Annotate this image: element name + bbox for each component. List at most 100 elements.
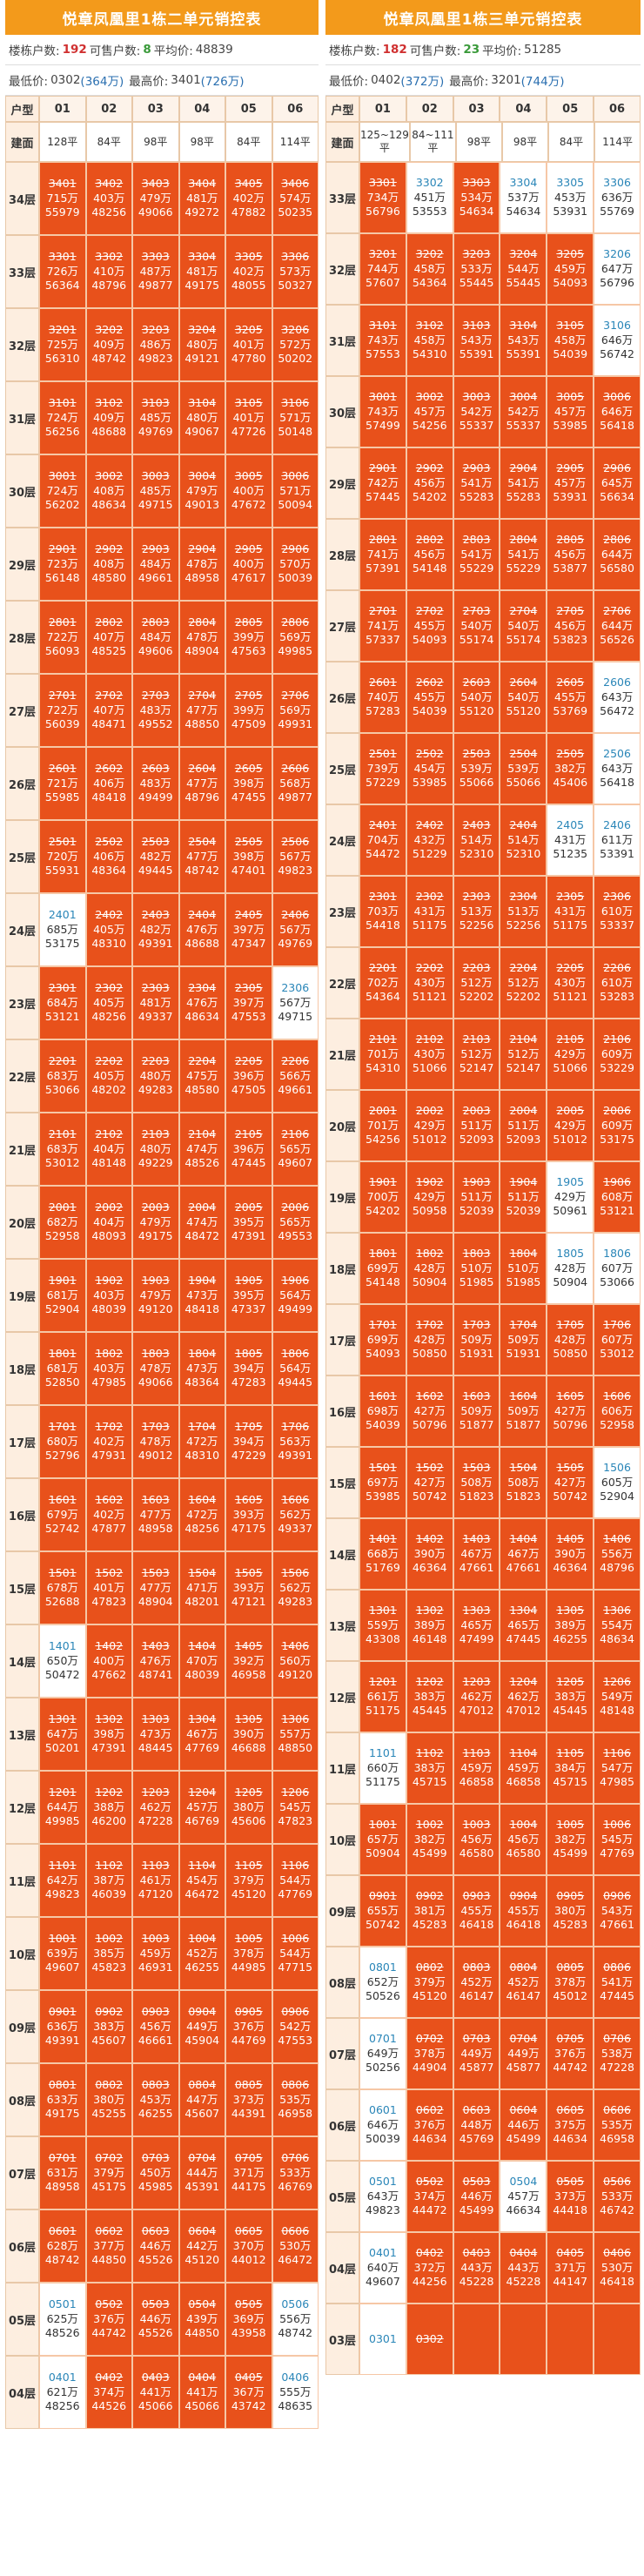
- total-price: 372万: [413, 2260, 446, 2274]
- room-number: 2803: [141, 615, 170, 629]
- unit-cell-available[interactable]: 3305 453万 53931: [547, 162, 594, 233]
- floor-row: 25层 2501 739万 57229 2502 454万 53985 2503 539万 550…: [325, 733, 641, 804]
- total-price: 383万: [413, 1760, 446, 1774]
- unit-price: 55391: [459, 347, 494, 361]
- room-number: 3002: [95, 468, 124, 482]
- room-number: 2003: [141, 1200, 170, 1214]
- unit-cell-sold: 1505 427万 50742: [547, 1447, 594, 1518]
- unit-cell-available[interactable]: 0801 652万 50526: [359, 1947, 406, 2018]
- unit-price: 49066: [138, 1375, 173, 1389]
- room-number: 1906: [603, 1174, 631, 1188]
- unit-cell-sold: 0703 450万 45985: [132, 2136, 179, 2209]
- unit-cell-available[interactable]: 1806 607万 53066: [594, 1233, 641, 1304]
- total-price: 562万: [279, 1580, 312, 1594]
- area-cell: 98平: [178, 122, 225, 162]
- unit-cell-available[interactable]: 0401 640万 49607: [359, 2232, 406, 2304]
- room-number: 3006: [281, 468, 310, 482]
- floor-row: 08层 0801 633万 49175 0802 380万 45255 0803 453万 462…: [5, 2063, 319, 2136]
- unit-price: 50958: [412, 1204, 447, 1218]
- unit-cell-available[interactable]: 0401 621万 48256: [39, 2356, 86, 2429]
- unit-cell-available[interactable]: 0601 646万 50039: [359, 2089, 406, 2161]
- room-number: 1501: [369, 1460, 397, 1474]
- unit-price: 46858: [459, 1775, 494, 1789]
- unit-cell-available[interactable]: 1805 428万 50904: [547, 1233, 594, 1304]
- unit-cell-sold: 2901 723万 56148: [39, 528, 86, 601]
- unit-cell-sold: 2302 405万 48256: [85, 966, 132, 1039]
- room-number: 1702: [415, 1317, 444, 1331]
- unit-cell-available[interactable]: 0504 457万 46634: [500, 2161, 547, 2232]
- room-number: 3003: [141, 468, 170, 482]
- unit-cell-available[interactable]: 1506 605万 52904: [594, 1447, 641, 1518]
- unit-price: 56418: [600, 419, 634, 433]
- total-price: 473万: [139, 1726, 171, 1740]
- unit-cell-sold: 2105 396万 47445: [225, 1113, 272, 1186]
- total-price: 474万: [186, 1141, 218, 1155]
- unit-price: 49769: [278, 937, 313, 951]
- unit-cell-available[interactable]: 0506 556万 48742: [272, 2283, 319, 2356]
- room-number: 1604: [509, 1389, 538, 1402]
- unit-price: 48796: [184, 790, 220, 804]
- unit-cell-sold: 1606 606万 52958: [594, 1375, 641, 1447]
- room-number: 2302: [95, 980, 124, 994]
- unit-cell-available[interactable]: 2306 567万 49715: [272, 966, 319, 1039]
- unit-cell-available[interactable]: 0501 643万 49823: [359, 2161, 406, 2232]
- total-price: 371万: [554, 2260, 587, 2274]
- room-number: 0504: [188, 2297, 217, 2310]
- floor-label: 10层: [5, 1917, 39, 1990]
- unit-cell-sold: 1405 392万 46958: [225, 1624, 272, 1698]
- total-price: 405万: [93, 995, 125, 1009]
- unit-price: 53877: [553, 562, 588, 575]
- unit-cell-sold: 1303 465万 47499: [453, 1590, 500, 1661]
- unit-cell-available[interactable]: 3106 646万 56742: [594, 305, 641, 376]
- total-price: 540万: [507, 618, 540, 632]
- unit-cell-available[interactable]: 1905 429万 50961: [547, 1161, 594, 1233]
- total-price: 544万: [279, 1873, 312, 1887]
- unit-cell-sold: 1006 545万 47769: [594, 1804, 641, 1875]
- unit-cell-available[interactable]: 0501 625万 48526: [39, 2283, 86, 2356]
- unit-cell-sold: 2705 456万 53823: [547, 590, 594, 662]
- unit-cell-available[interactable]: 2406 611万 53391: [594, 804, 641, 876]
- unit-cell-available[interactable]: 3304 537万 54634: [500, 162, 547, 233]
- unit-cell-sold: 1502 401万 47823: [85, 1551, 132, 1624]
- total-price: 431万: [554, 832, 587, 846]
- room-number: 2006: [281, 1200, 310, 1214]
- unit-cell-available[interactable]: 0301: [359, 2304, 406, 2375]
- floor-row: 26层 2601 721万 55985 2602 406万 48418 2603 483万 494…: [5, 747, 319, 820]
- total-price: 530万: [279, 2238, 312, 2252]
- unit-price: 47661: [600, 1918, 634, 1932]
- floor-label: 24层: [5, 893, 39, 966]
- total-price: 455万: [413, 689, 446, 703]
- unit-cell-available[interactable]: 3306 636万 55769: [594, 162, 641, 233]
- room-number: 0802: [95, 2077, 124, 2091]
- unit-cell-available[interactable]: 1401 650万 50472: [39, 1624, 86, 1698]
- unit-price: 49445: [278, 1375, 313, 1389]
- unit-cell-available[interactable]: 1101 660万 51175: [359, 1732, 406, 1804]
- total-price: 478万: [139, 1434, 171, 1448]
- total-price: 459万: [507, 1760, 540, 1774]
- unit-cell-available[interactable]: 0701 649万 50256: [359, 2018, 406, 2089]
- unit-price: 45283: [553, 1918, 588, 1932]
- unit-price: 53283: [600, 990, 634, 1004]
- unit-cell-available[interactable]: 2405 431万 51235: [547, 804, 594, 876]
- unit-cell-available[interactable]: 0406 555万 48635: [272, 2356, 319, 2429]
- room-number: 2406: [603, 817, 631, 831]
- room-number: 0402: [415, 2245, 444, 2259]
- unit-cell-sold: 0906 542万 47553: [272, 1990, 319, 2063]
- total-price: 573万: [279, 264, 312, 278]
- total-price: 568万: [279, 776, 312, 790]
- floor-row: 26层 2601 740万 57283 2602 455万 54039 2603 540万 551…: [325, 662, 641, 733]
- unit-cell-available[interactable]: 2606 643万 56472: [594, 662, 641, 733]
- unit-cell-sold: 2906 645万 56634: [594, 447, 641, 519]
- room-number: 0405: [556, 2245, 585, 2259]
- unit-cell-available[interactable]: 3206 647万 56796: [594, 233, 641, 305]
- unit-cell-available[interactable]: 2401 685万 53175: [39, 893, 86, 966]
- unit-cell-sold: 1601 679万 52742: [39, 1478, 86, 1551]
- unit-cell-available[interactable]: 2506 643万 56418: [594, 733, 641, 804]
- floor-label: 20层: [5, 1186, 39, 1259]
- unit-cell-sold: 1301 559万 43308: [359, 1590, 406, 1661]
- unit-cell-sold: 2905 400万 47617: [225, 528, 272, 601]
- unit-cell-available[interactable]: 3302 451万 53553: [406, 162, 453, 233]
- total-price: 389万: [413, 1618, 446, 1631]
- unit-cell-sold: 1202 383万 45445: [406, 1661, 453, 1732]
- total-price: 448万: [460, 2117, 493, 2131]
